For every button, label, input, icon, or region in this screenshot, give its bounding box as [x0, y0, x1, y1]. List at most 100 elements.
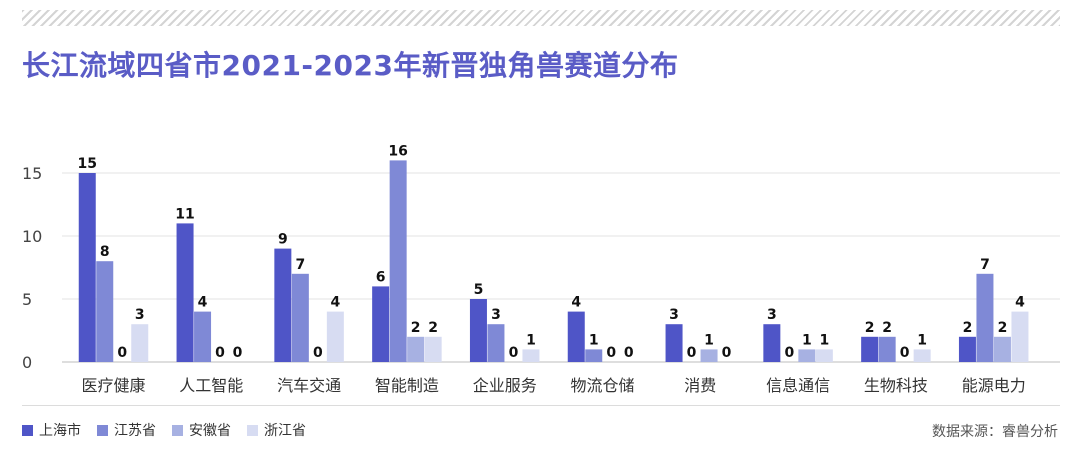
- y-tick-label: 0: [22, 353, 32, 372]
- legend-label: 浙江省: [264, 423, 306, 439]
- x-tick-label: 智能制造: [375, 376, 439, 395]
- bar: [700, 349, 718, 362]
- bar: [567, 311, 585, 362]
- data-label: 7: [980, 257, 990, 273]
- data-label: 0: [233, 345, 243, 361]
- data-label: 0: [215, 345, 225, 361]
- data-label: 8: [100, 244, 110, 260]
- x-tick-label: 汽车交通: [277, 376, 341, 395]
- bar: [993, 336, 1011, 362]
- data-label: 0: [509, 345, 519, 361]
- data-label: 3: [767, 307, 777, 323]
- bar: [96, 261, 114, 362]
- bar: [78, 173, 96, 362]
- bar: [389, 160, 407, 362]
- legend-swatch: [22, 424, 33, 436]
- data-label: 2: [998, 320, 1008, 336]
- divider-line: [22, 405, 1060, 406]
- data-label: 4: [571, 295, 581, 311]
- data-label: 4: [1015, 295, 1025, 311]
- data-source: 数据来源：睿兽分析: [932, 424, 1058, 440]
- bar: [1011, 311, 1029, 362]
- bar: [958, 336, 976, 362]
- bar: [976, 273, 994, 362]
- bar: [878, 336, 896, 362]
- data-label: 15: [78, 156, 97, 172]
- bar: [913, 349, 931, 362]
- legend-swatch: [97, 424, 108, 436]
- data-label: 2: [428, 320, 438, 336]
- legend-label: 江苏省: [114, 423, 156, 439]
- bar: [176, 223, 194, 362]
- data-label: 0: [606, 345, 616, 361]
- data-label: 16: [388, 143, 407, 159]
- data-label: 1: [819, 332, 829, 348]
- data-label: 2: [882, 320, 892, 336]
- bar: [194, 311, 212, 362]
- data-label: 11: [175, 206, 194, 222]
- data-label: 9: [278, 232, 288, 248]
- bar: [407, 336, 425, 362]
- bar: [469, 299, 487, 362]
- data-label: 2: [411, 320, 421, 336]
- legend-item-zhejiang: 浙江省: [247, 420, 306, 440]
- x-tick-label: 信息通信: [766, 376, 830, 395]
- x-tick-label: 能源电力: [962, 376, 1026, 395]
- data-label: 1: [704, 332, 714, 348]
- bar: [522, 349, 540, 362]
- legend-label: 上海市: [39, 423, 81, 439]
- bar: [585, 349, 603, 362]
- data-label: 0: [900, 345, 910, 361]
- bar: [291, 273, 309, 362]
- bar: [424, 336, 442, 362]
- data-label: 0: [687, 345, 697, 361]
- data-label: 0: [313, 345, 323, 361]
- data-label: 1: [917, 332, 927, 348]
- data-label: 0: [722, 345, 732, 361]
- bar: [131, 324, 149, 362]
- legend-swatch: [247, 424, 258, 436]
- legend-label: 安徽省: [189, 423, 231, 439]
- data-label: 0: [117, 345, 127, 361]
- data-label: 3: [491, 307, 501, 323]
- legend: 上海市 江苏省 安徽省 浙江省: [22, 420, 322, 440]
- data-label: 4: [198, 295, 208, 311]
- x-tick-label: 消费: [684, 376, 716, 395]
- bar: [326, 311, 344, 362]
- y-tick-label: 15: [22, 164, 42, 183]
- x-tick-label: 生物科技: [864, 376, 928, 395]
- bar: [487, 324, 505, 362]
- data-label: 1: [589, 332, 599, 348]
- data-label: 5: [474, 282, 484, 298]
- legend-swatch: [172, 424, 183, 436]
- data-label: 0: [624, 345, 634, 361]
- data-label: 2: [865, 320, 875, 336]
- decorative-hatch-bar: [22, 10, 1060, 26]
- bar: [665, 324, 683, 362]
- data-label: 6: [376, 269, 386, 285]
- data-label: 0: [784, 345, 794, 361]
- bar: [372, 286, 390, 362]
- data-label: 7: [295, 257, 305, 273]
- data-label: 2: [963, 320, 973, 336]
- legend-item-shanghai: 上海市: [22, 420, 81, 440]
- x-tick-label: 人工智能: [179, 376, 243, 395]
- x-tick-label: 物流仓储: [570, 376, 634, 395]
- y-tick-label: 5: [22, 290, 32, 309]
- data-label: 3: [669, 307, 679, 323]
- data-label: 4: [330, 295, 340, 311]
- data-label: 3: [135, 307, 145, 323]
- chart-title: 长江流域四省市2021-2023年新晋独角兽赛道分布: [22, 49, 679, 82]
- bar: [861, 336, 879, 362]
- legend-item-jiangsu: 江苏省: [97, 420, 156, 440]
- y-tick-label: 10: [22, 227, 42, 246]
- bar: [274, 248, 292, 362]
- data-label: 1: [526, 332, 536, 348]
- data-label: 1: [802, 332, 812, 348]
- bar: [798, 349, 816, 362]
- x-tick-label: 企业服务: [473, 376, 537, 395]
- bar: [763, 324, 781, 362]
- bar: [815, 349, 833, 362]
- x-tick-label: 医疗健康: [81, 376, 145, 395]
